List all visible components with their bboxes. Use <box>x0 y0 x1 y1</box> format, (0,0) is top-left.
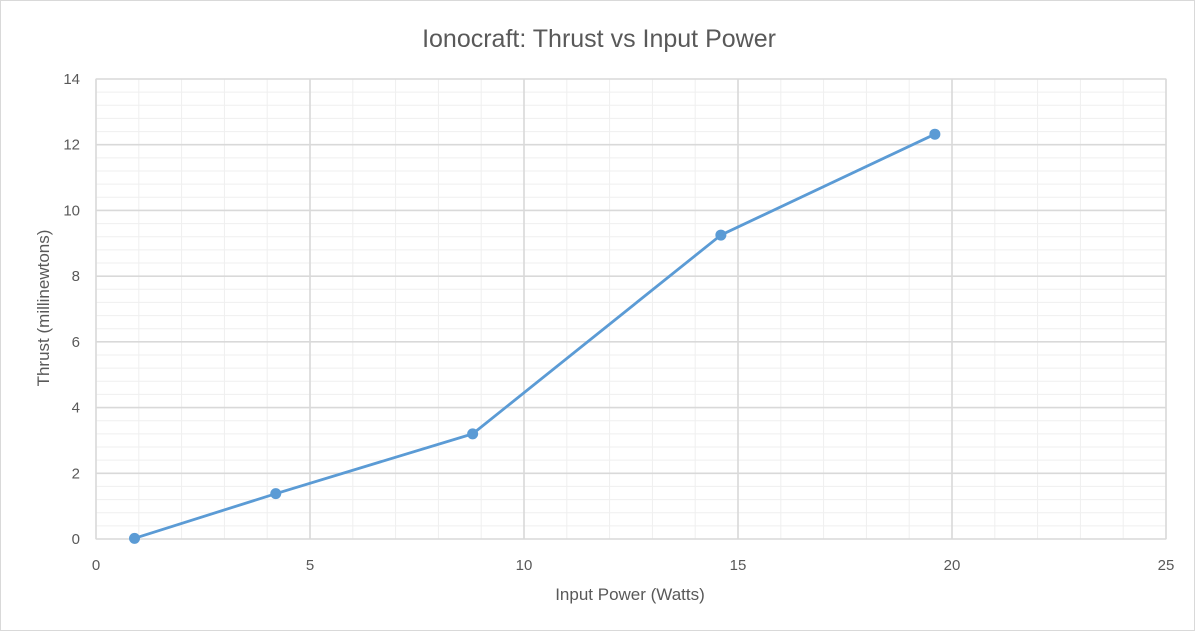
y-tick-label: 4 <box>72 400 80 417</box>
data-point <box>929 128 941 140</box>
x-tick-label: 10 <box>516 557 533 574</box>
x-tick-label: 25 <box>1158 557 1175 574</box>
x-tick-label: 0 <box>92 557 100 574</box>
data-point <box>129 532 141 544</box>
x-axis-title: Input Power (Watts) <box>555 585 705 604</box>
minor-gridlines <box>96 79 1166 539</box>
x-tick-label: 5 <box>306 557 314 574</box>
y-tick-label: 12 <box>63 137 80 154</box>
y-tick-label: 0 <box>72 531 80 548</box>
y-tick-label: 6 <box>72 334 80 351</box>
chart-title: Ionocraft: Thrust vs Input Power <box>422 25 776 53</box>
data-point <box>715 229 727 241</box>
x-tick-label: 15 <box>730 557 747 574</box>
data-point <box>467 428 479 440</box>
x-tick-label: 20 <box>944 557 961 574</box>
y-tick-label: 10 <box>63 202 80 219</box>
y-axis-tick-labels: 0 2 4 6 8 10 12 14 <box>63 71 80 548</box>
y-tick-label: 8 <box>72 268 80 285</box>
plot-area-border <box>95 78 1167 540</box>
data-point <box>270 488 282 500</box>
y-axis-title: Thrust (millinewtons) <box>34 230 53 387</box>
major-gridlines <box>95 78 1167 540</box>
y-tick-label: 14 <box>63 71 80 88</box>
x-axis-tick-labels: 0 5 10 15 20 25 <box>92 557 1175 574</box>
y-tick-label: 2 <box>72 465 80 482</box>
series-line <box>133 132 937 540</box>
series-layer <box>129 128 941 544</box>
